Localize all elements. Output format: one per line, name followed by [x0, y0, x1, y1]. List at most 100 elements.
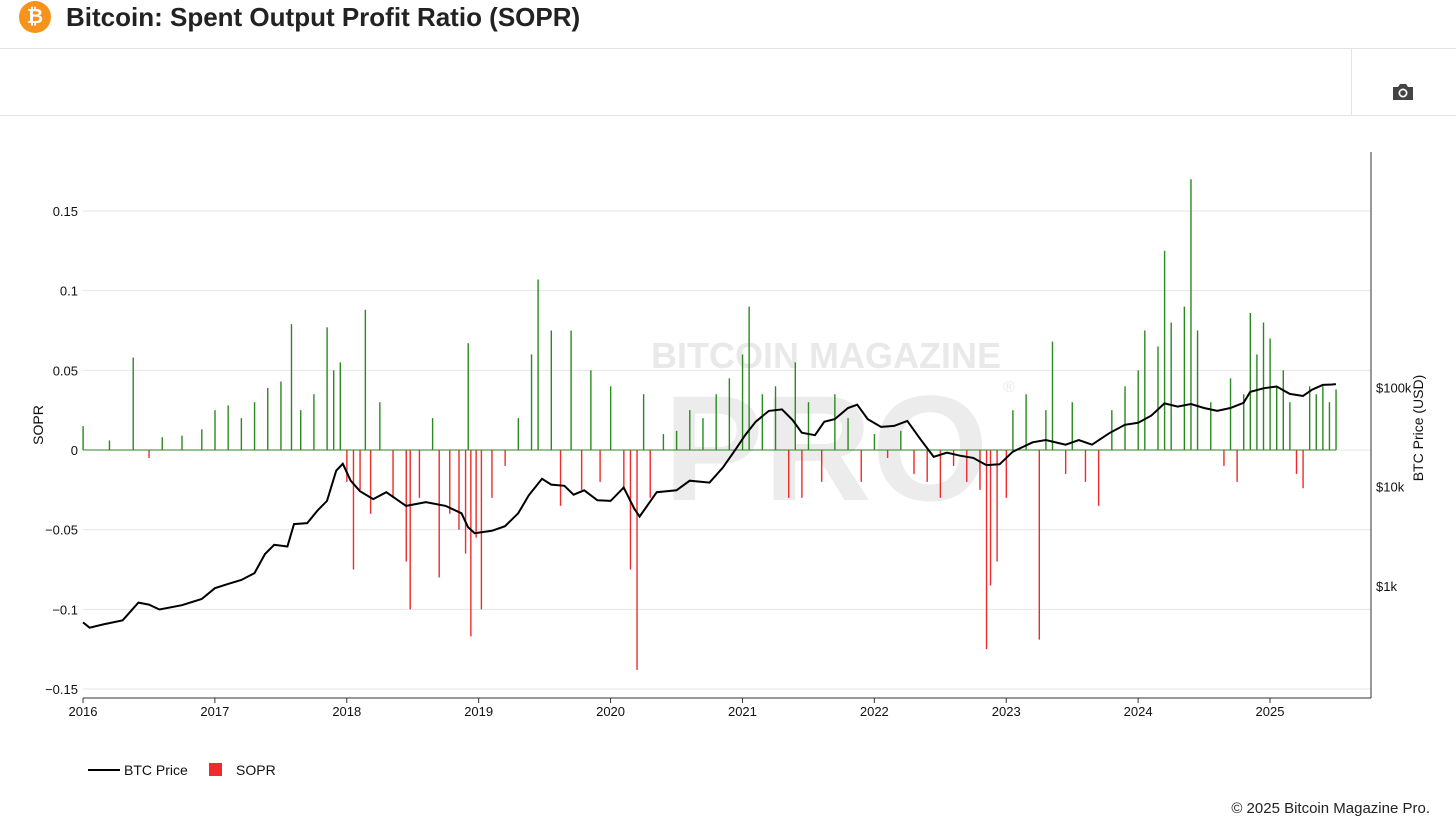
sopr-bar	[623, 450, 625, 490]
sopr-bar	[1111, 410, 1113, 450]
sopr-bar	[996, 450, 998, 562]
sopr-bar	[1137, 370, 1139, 450]
y-left-tick-label: −0.05	[45, 523, 78, 538]
sopr-bar	[1335, 389, 1337, 450]
sopr-bar	[636, 450, 638, 670]
sopr-bar	[201, 429, 203, 450]
sopr-bar	[1163, 250, 1166, 450]
sopr-bar	[267, 387, 269, 450]
sopr-bar	[280, 381, 282, 450]
sopr-bar	[1275, 386, 1278, 450]
sopr-bar	[1223, 450, 1225, 466]
sopr-bar	[1084, 450, 1087, 482]
sopr-bar	[985, 450, 988, 650]
sopr-bar	[1315, 394, 1317, 450]
sopr-bar	[629, 450, 632, 570]
sopr-bar	[449, 450, 451, 514]
y-right-tick-label: $100k	[1376, 380, 1412, 395]
bitcoin-logo-icon: ₿	[19, 1, 51, 33]
sopr-bar	[530, 354, 533, 450]
legend-line-swatch	[88, 769, 120, 771]
header: ₿ Bitcoin: Spent Output Profit Ratio (SO…	[0, 0, 1456, 49]
sopr-bar	[1262, 322, 1265, 450]
legend-square-swatch	[209, 763, 222, 776]
camera-icon-svg	[1393, 84, 1413, 100]
sopr-bar	[728, 378, 731, 450]
sopr-bar	[559, 450, 562, 506]
legend-label-sopr: SOPR	[236, 762, 276, 778]
sopr-bar	[364, 309, 367, 450]
watermark-mark: ®	[1003, 379, 1015, 396]
sopr-bars	[82, 179, 1337, 670]
sopr-bar	[369, 450, 372, 514]
sopr-bar	[590, 370, 592, 450]
sopr-bar	[609, 386, 612, 450]
sopr-bar	[438, 450, 440, 578]
sopr-bar	[379, 402, 381, 450]
y-right-tick-label: $10k	[1376, 480, 1405, 495]
x-axis-ticks: 2016 2017 2018 2019 2020 2021 2022 2023 2024 2025	[69, 698, 1284, 719]
sopr-bar	[900, 430, 902, 450]
sopr-bar	[1302, 450, 1304, 489]
sopr-bar	[1236, 450, 1238, 482]
x-tick-label: 2023	[992, 704, 1021, 719]
sopr-bar	[989, 450, 992, 586]
sopr-bar	[1295, 450, 1298, 474]
sopr-bar	[253, 402, 256, 450]
sopr-bar	[1243, 394, 1245, 450]
sopr-bar	[300, 410, 302, 450]
sopr-bar	[1249, 312, 1252, 450]
sopr-bar	[1097, 450, 1100, 506]
y-right-label: BTC Price (USD)	[1410, 375, 1426, 482]
sopr-bar	[227, 405, 229, 450]
sopr-bar	[774, 386, 777, 450]
sopr-bar	[649, 450, 651, 498]
sopr-bar	[794, 362, 796, 450]
y-left-tick-label: 0	[71, 443, 78, 458]
sopr-bar	[847, 418, 849, 450]
sopr-bar	[181, 435, 183, 450]
sopr-bar	[409, 450, 411, 610]
sopr-bar	[1183, 306, 1186, 450]
sopr-bar	[537, 279, 539, 450]
sopr-bar	[1210, 402, 1212, 450]
sopr-bar	[689, 410, 691, 450]
sopr-bar	[352, 450, 355, 570]
sopr-bar	[346, 450, 348, 482]
chart-toolbar	[0, 49, 1456, 116]
toolbar-divider	[1351, 49, 1352, 115]
sopr-bar	[886, 450, 889, 458]
sopr-bar	[1256, 354, 1258, 450]
sopr-bar	[820, 450, 823, 482]
sopr-bar	[570, 330, 572, 450]
sopr-bar	[715, 394, 717, 450]
legend-label-btc-price: BTC Price	[124, 762, 188, 778]
sopr-bar	[926, 450, 928, 482]
sopr-bar	[1124, 386, 1126, 450]
sopr-bar	[1190, 179, 1192, 450]
sopr-bar	[1071, 402, 1073, 450]
sopr-bar	[431, 418, 434, 450]
sopr-bar	[332, 370, 335, 450]
watermark-line1: BITCOIN MAGAZINE	[651, 335, 1001, 376]
sopr-bar	[1196, 330, 1199, 450]
sopr-bar	[1157, 346, 1159, 450]
camera-icon[interactable]	[1390, 80, 1416, 104]
sopr-bar	[491, 450, 493, 498]
sopr-bar	[148, 450, 150, 458]
y-right-tick-label: $1k	[1376, 579, 1397, 594]
sopr-bar	[702, 418, 704, 450]
sopr-bar	[290, 324, 293, 450]
x-tick-label: 2019	[464, 704, 493, 719]
sopr-bar	[108, 440, 111, 450]
sopr-bar	[1012, 410, 1014, 450]
sopr-bar	[580, 450, 583, 490]
y-left-tick-label: −0.15	[45, 682, 78, 697]
sopr-bar	[952, 450, 955, 466]
sopr-bar	[1064, 450, 1067, 474]
sopr-bar	[1328, 402, 1331, 450]
x-tick-label: 2017	[200, 704, 229, 719]
sopr-bar	[788, 450, 790, 498]
sopr-bar	[1229, 378, 1232, 450]
sopr-bar	[741, 354, 744, 450]
